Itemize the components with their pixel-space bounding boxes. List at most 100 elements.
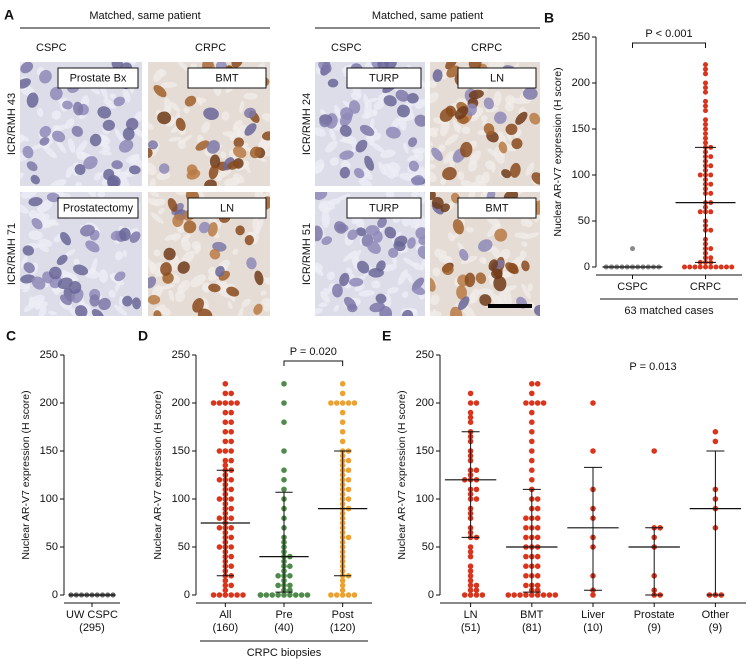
- stroma: [358, 178, 372, 186]
- data-point: [216, 592, 223, 598]
- stroma: [175, 290, 185, 303]
- nucleus: [192, 298, 205, 313]
- stroma: [215, 175, 222, 182]
- tissue-label: Prostate Bx: [70, 72, 127, 84]
- stroma: [65, 165, 74, 178]
- nucleus: [355, 227, 367, 237]
- nucleus: [208, 164, 219, 180]
- stroma: [525, 162, 535, 176]
- patient-label: ICR/RMH 71: [6, 223, 18, 285]
- nucleus: [60, 294, 72, 306]
- stroma: [98, 269, 108, 284]
- stroma: [406, 272, 413, 284]
- data-point: [467, 563, 474, 569]
- nucleus: [39, 69, 52, 84]
- nucleus: [26, 92, 39, 108]
- data-point: [228, 400, 235, 406]
- stroma: [148, 162, 157, 176]
- nucleus: [440, 203, 451, 213]
- nucleus: [113, 96, 125, 107]
- data-point: [281, 400, 287, 406]
- y-tick-label: 0: [184, 589, 190, 601]
- x-tick-label: Liver: [581, 609, 605, 621]
- stroma: [114, 281, 121, 292]
- nucleus: [415, 227, 425, 240]
- stroma: [326, 271, 335, 281]
- data-point: [708, 190, 714, 196]
- stroma: [490, 245, 501, 259]
- significance-bracket: [632, 42, 706, 48]
- nucleus: [62, 100, 73, 110]
- y-axis-label: Nuclear AR-V7 expression (H score): [552, 67, 564, 236]
- data-point: [529, 400, 535, 406]
- p-value: P = 0.013: [629, 361, 676, 373]
- x-tick-label: Post: [332, 609, 354, 621]
- data-point: [228, 496, 235, 502]
- count-label: (295): [79, 622, 105, 634]
- tissue-label: LN: [220, 202, 234, 214]
- stroma: [373, 110, 378, 117]
- data-point: [534, 573, 541, 579]
- stroma: [177, 139, 186, 150]
- stroma: [216, 168, 232, 179]
- nucleus: [432, 69, 443, 82]
- nucleus: [244, 123, 257, 136]
- data-point: [473, 486, 480, 493]
- stroma: [391, 118, 400, 130]
- data-point: [467, 414, 474, 421]
- data-point: [281, 467, 287, 474]
- stroma: [329, 157, 339, 166]
- data-point: [222, 390, 229, 397]
- stroma: [504, 102, 515, 112]
- data-point: [708, 172, 714, 178]
- data-point: [228, 486, 235, 493]
- data-point: [222, 462, 229, 469]
- data-point: [534, 381, 541, 387]
- data-point: [529, 448, 535, 454]
- data-point: [529, 592, 535, 598]
- data-point: [275, 592, 281, 598]
- data-point: [467, 390, 474, 397]
- nucleus: [31, 276, 46, 290]
- stroma: [440, 178, 447, 185]
- data-point: [523, 573, 529, 579]
- data-point: [222, 592, 229, 598]
- nucleus: [71, 125, 83, 137]
- y-tick-label: 100: [572, 169, 590, 181]
- stroma: [337, 193, 351, 201]
- x-tick-label: Pre: [275, 609, 292, 621]
- data-point: [687, 264, 693, 270]
- stroma: [451, 233, 460, 239]
- data-point: [682, 264, 687, 270]
- tissue-label-box: [57, 67, 139, 89]
- data-point: [703, 62, 708, 68]
- data-point: [724, 264, 729, 270]
- nucleus: [111, 62, 123, 70]
- stroma: [94, 172, 102, 181]
- stroma: [220, 151, 227, 159]
- data-point: [228, 544, 235, 550]
- y-tick-label: 50: [422, 541, 434, 553]
- data-point: [228, 429, 235, 435]
- data-point: [328, 400, 334, 406]
- nucleus: [493, 275, 507, 292]
- nucleus: [411, 286, 425, 296]
- stroma: [176, 62, 190, 72]
- nucleus: [417, 245, 425, 260]
- data-point: [345, 486, 352, 493]
- group-label: 63 matched cases: [624, 305, 714, 317]
- data-point: [281, 592, 287, 598]
- stroma: [99, 150, 113, 156]
- patient-label: ICR/RMH 24: [301, 93, 313, 155]
- nucleus: [494, 228, 508, 242]
- nucleus: [457, 296, 470, 311]
- nucleus: [439, 107, 454, 122]
- data-point: [467, 409, 474, 416]
- stroma: [262, 113, 270, 122]
- data-point: [534, 587, 541, 593]
- data-point: [467, 587, 474, 593]
- stroma: [75, 140, 88, 155]
- nucleus: [431, 147, 443, 162]
- data-point: [275, 582, 281, 589]
- stroma: [122, 250, 128, 257]
